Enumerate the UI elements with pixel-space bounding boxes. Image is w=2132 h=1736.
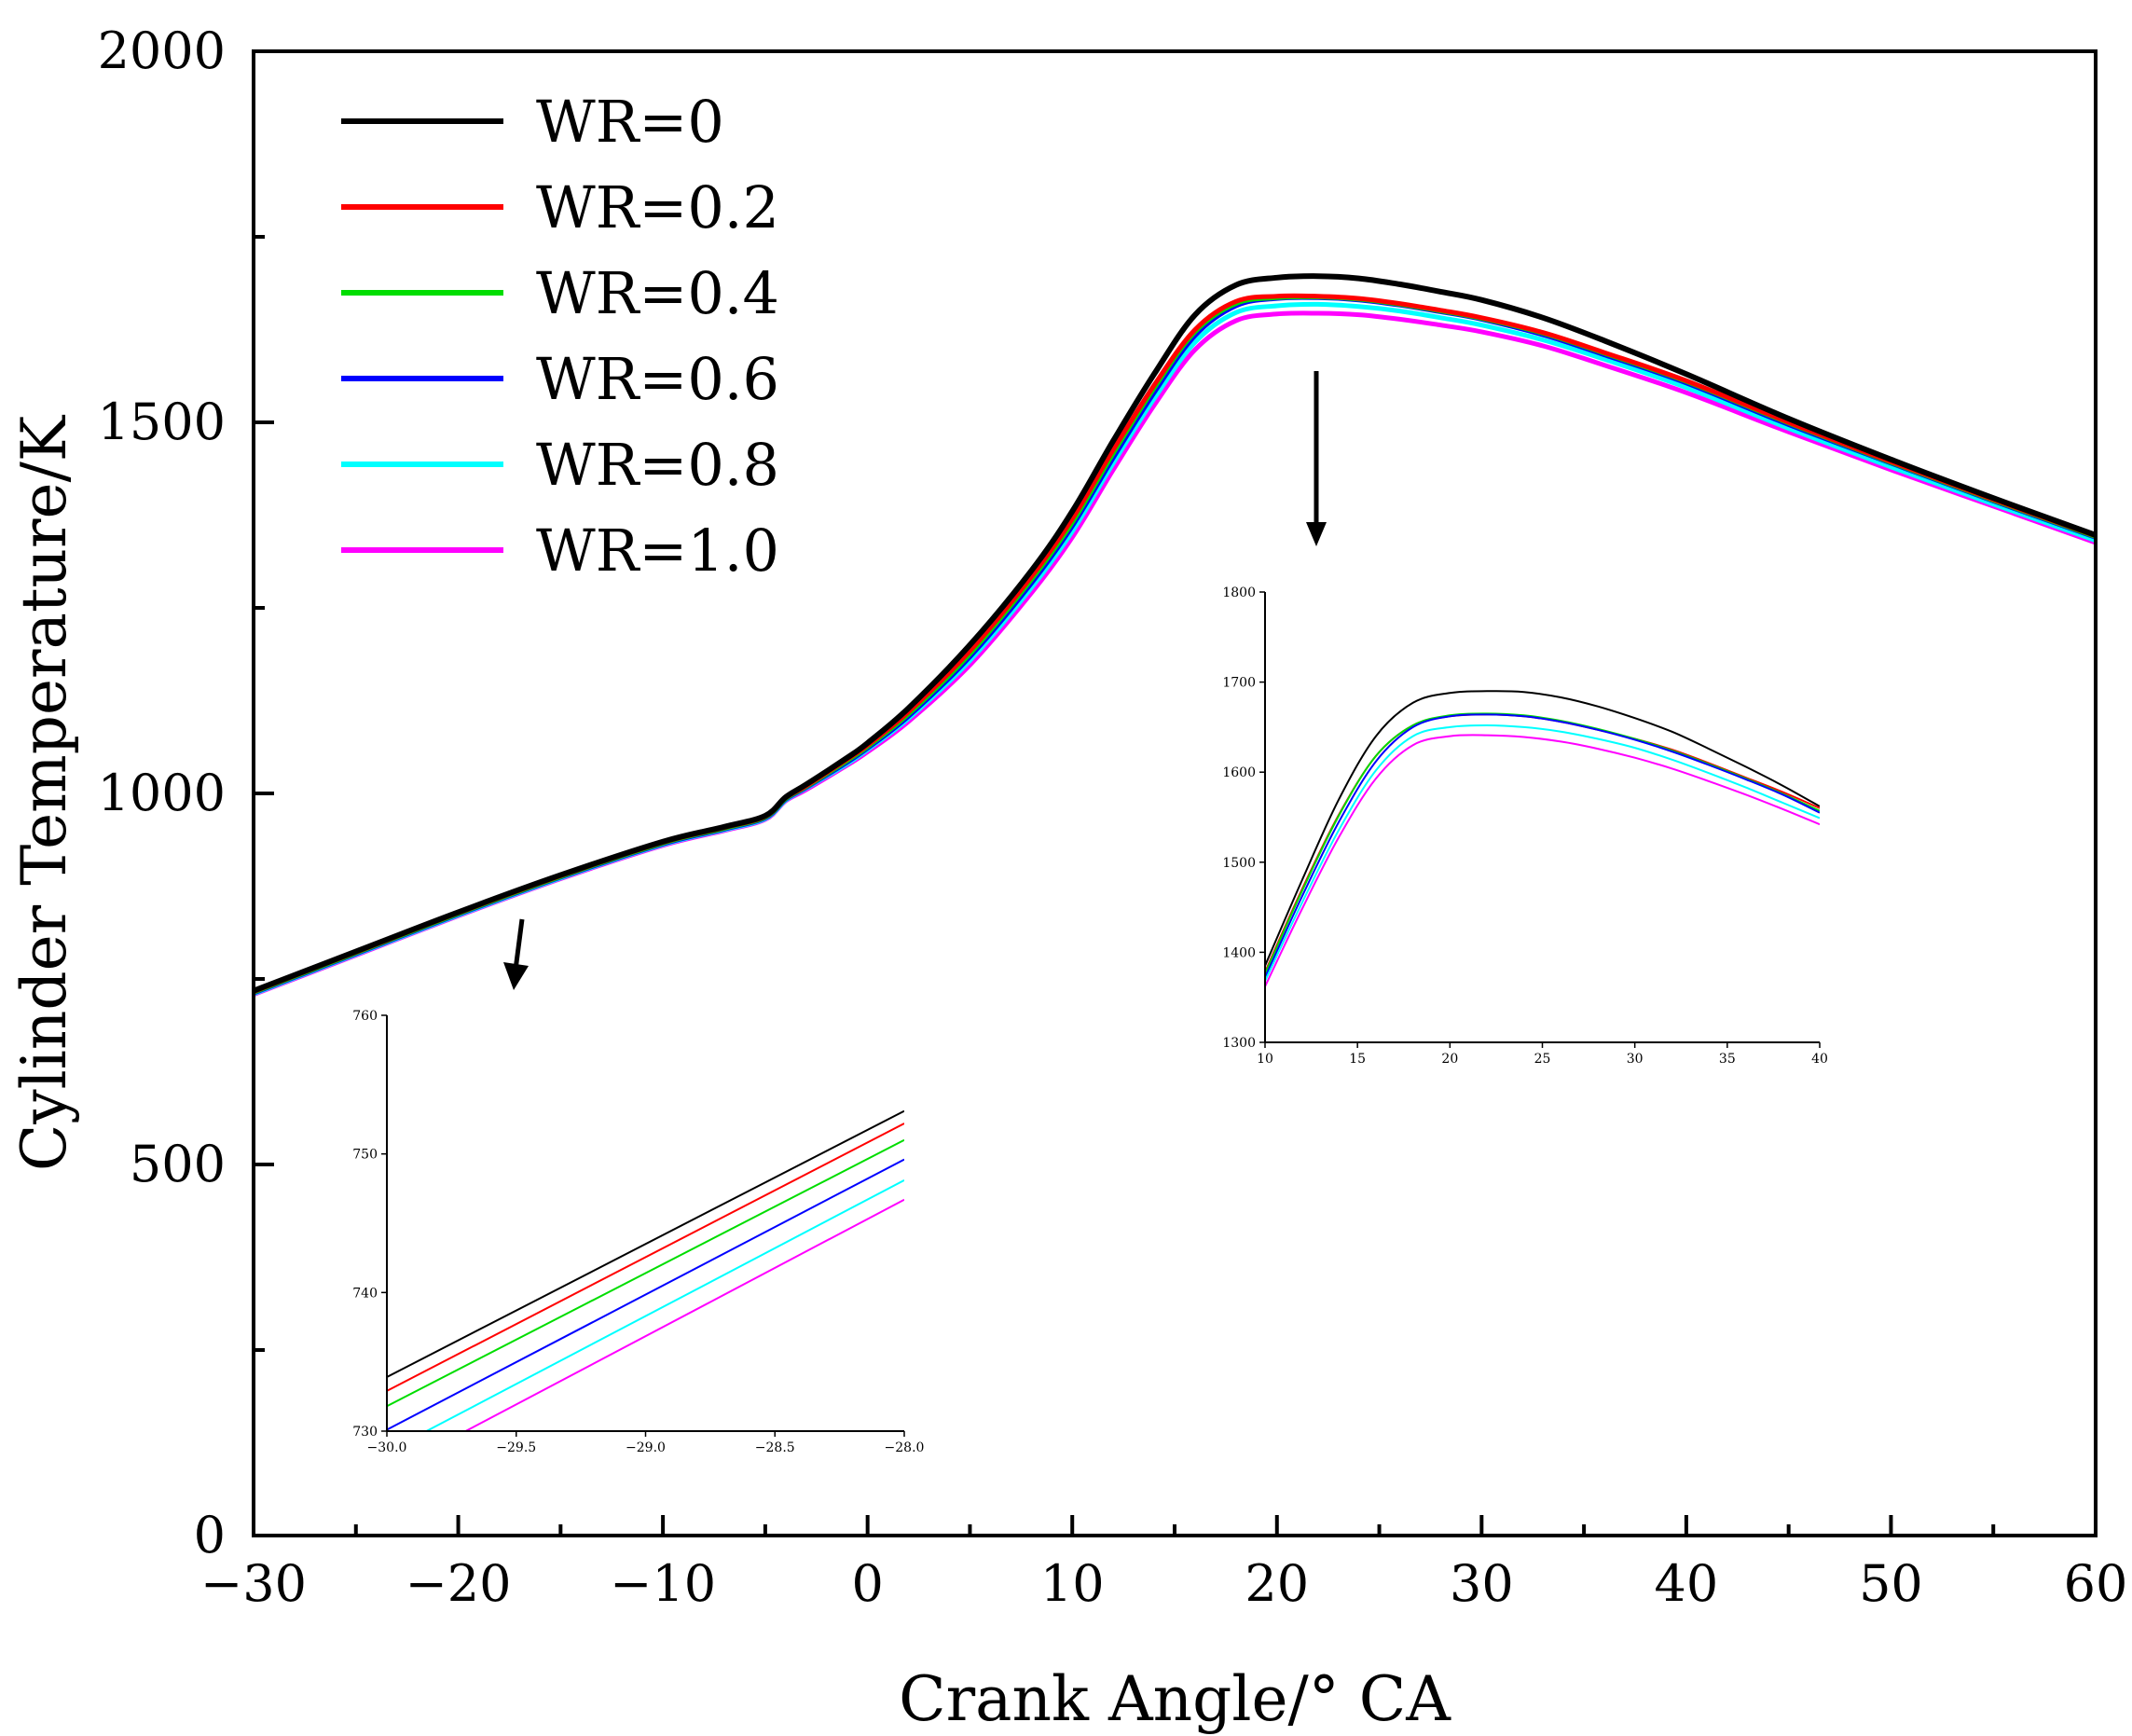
arrow-to-right-inset bbox=[1306, 371, 1327, 546]
x-axis-title: Crank Angle/° CA bbox=[899, 1663, 1451, 1735]
inset-left-y-tick-label: 750 bbox=[352, 1148, 378, 1163]
inset-right-series-line-0 bbox=[1265, 690, 1820, 967]
inset-left-x-tick-label: −29.0 bbox=[626, 1440, 666, 1455]
inset-right-y-tick-label: 1500 bbox=[1222, 856, 1256, 871]
inset-peak-temperature: 10 15 20 25 30 35 40 1300 1400 1500 1600 1700 1800 bbox=[1222, 586, 1828, 1067]
x-tick-label: −30 bbox=[200, 1554, 307, 1613]
inset-right-x-tick-label: 30 bbox=[1627, 1052, 1644, 1067]
inset-right-y-tick-label: 1600 bbox=[1222, 765, 1256, 780]
legend-label: WR=1.0 bbox=[536, 517, 779, 585]
inset-left-x-tick-label: −29.5 bbox=[496, 1440, 536, 1455]
x-tick-label: 0 bbox=[851, 1554, 883, 1613]
legend-item-wr-1-0: WR=1.0 bbox=[341, 517, 779, 585]
main-axis-ticks: −30 −20 −10 0 10 20 30 40 50 60 0 500 1000 1500 2000 bbox=[98, 21, 2128, 1613]
x-tick-label: −10 bbox=[610, 1554, 716, 1613]
inset-right-series-line-5 bbox=[1265, 734, 1820, 987]
series-line-wr-0 bbox=[254, 273, 2096, 994]
y-axis-title: Cylinder Temperature/K bbox=[8, 414, 80, 1171]
inset-left-x-tick-label: −30.0 bbox=[367, 1440, 407, 1455]
legend: WR=0 WR=0.2 WR=0.4 WR=0.6 WR=0.8 WR=1.0 bbox=[341, 88, 779, 585]
x-tick-label: 30 bbox=[1450, 1554, 1514, 1613]
inset-right-x-tick-label: 35 bbox=[1719, 1052, 1736, 1067]
y-tick-label: 0 bbox=[194, 1506, 226, 1564]
inset-left-series-line-4 bbox=[424, 1179, 904, 1431]
main-series-lines bbox=[254, 273, 2096, 998]
inset-left-x-tick-label: −28.5 bbox=[755, 1440, 795, 1455]
y-tick-label: 500 bbox=[130, 1135, 226, 1193]
inset-left-series-line-5 bbox=[463, 1198, 904, 1431]
x-tick-label: 20 bbox=[1245, 1554, 1309, 1613]
inset-left-y-tick-label: 740 bbox=[352, 1286, 378, 1301]
inset-early-compression: −30.0 −29.5 −29.0 −28.5 −28.0 730 740 750 760 bbox=[352, 1009, 924, 1455]
y-tick-label: 1000 bbox=[98, 764, 226, 822]
inset-left-series-line-3 bbox=[387, 1158, 904, 1431]
inset-left-axes: −30.0 −29.5 −29.0 −28.5 −28.0 730 740 750 760 bbox=[352, 1009, 924, 1455]
inset-left-y-tick-label: 730 bbox=[352, 1425, 378, 1440]
x-tick-label: 50 bbox=[1859, 1554, 1923, 1613]
x-tick-label: −20 bbox=[406, 1554, 512, 1613]
legend-label: WR=0.8 bbox=[536, 431, 779, 499]
legend-item-wr-0: WR=0 bbox=[341, 88, 724, 156]
legend-label: WR=0 bbox=[536, 88, 724, 156]
inset-right-series-line-3 bbox=[1265, 713, 1820, 978]
legend-item-wr-0-2: WR=0.2 bbox=[341, 173, 779, 241]
legend-item-wr-0-6: WR=0.6 bbox=[341, 345, 779, 413]
inset-right-series-lines bbox=[1265, 690, 1820, 987]
inset-right-x-tick-label: 15 bbox=[1349, 1052, 1366, 1067]
inset-left-background bbox=[387, 1015, 904, 1431]
inset-left-series-line-0 bbox=[387, 1109, 904, 1378]
y-tick-label: 2000 bbox=[98, 21, 226, 80]
legend-item-wr-0-4: WR=0.4 bbox=[341, 259, 779, 327]
inset-right-y-tick-label: 1400 bbox=[1222, 945, 1256, 960]
legend-label: WR=0.2 bbox=[536, 173, 779, 241]
legend-label: WR=0.6 bbox=[536, 345, 779, 413]
inset-right-axes: 10 15 20 25 30 35 40 1300 1400 1500 1600 1700 1800 bbox=[1222, 586, 1828, 1067]
x-tick-label: 60 bbox=[2064, 1554, 2128, 1613]
x-tick-label: 40 bbox=[1655, 1554, 1719, 1613]
legend-label: WR=0.4 bbox=[536, 259, 779, 327]
inset-right-x-tick-label: 40 bbox=[1811, 1052, 1828, 1067]
inset-right-y-tick-label: 1800 bbox=[1222, 586, 1256, 600]
inset-left-x-tick-label: −28.0 bbox=[885, 1440, 925, 1455]
inset-right-x-tick-label: 25 bbox=[1534, 1052, 1551, 1067]
arrow-to-left-inset bbox=[503, 918, 529, 990]
pointer-arrows bbox=[503, 371, 1327, 990]
inset-right-x-tick-label: 10 bbox=[1257, 1052, 1273, 1067]
inset-left-series-line-1 bbox=[387, 1123, 904, 1392]
main-plot: −30 −20 −10 0 10 20 30 40 50 60 0 500 1000 1500 2000 C… bbox=[8, 21, 2127, 1735]
inset-right-series-line-4 bbox=[1265, 723, 1820, 982]
inset-right-x-tick-label: 20 bbox=[1441, 1052, 1458, 1067]
x-tick-label: 10 bbox=[1040, 1554, 1105, 1613]
inset-left-series-line-2 bbox=[387, 1138, 904, 1408]
inset-right-y-tick-label: 1300 bbox=[1222, 1036, 1256, 1051]
inset-right-y-tick-label: 1700 bbox=[1222, 676, 1256, 691]
inset-left-y-tick-label: 760 bbox=[352, 1009, 378, 1024]
y-tick-label: 1500 bbox=[98, 393, 226, 451]
legend-item-wr-0-8: WR=0.8 bbox=[341, 431, 779, 499]
inset-right-background bbox=[1265, 592, 1820, 1042]
inset-left-series-lines bbox=[387, 1109, 904, 1431]
